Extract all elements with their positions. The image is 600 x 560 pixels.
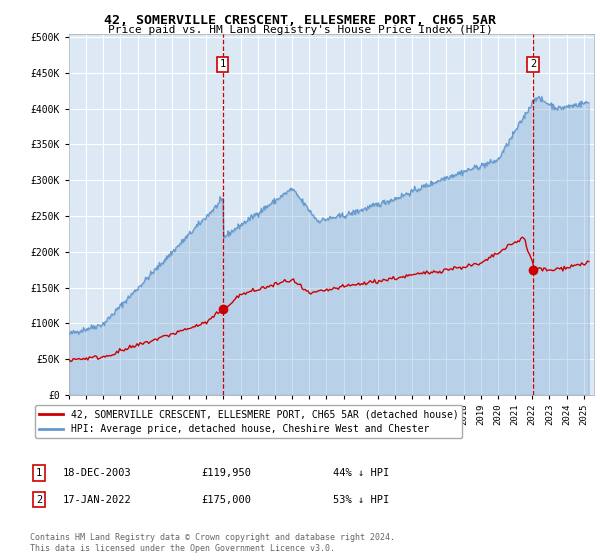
Text: Price paid vs. HM Land Registry's House Price Index (HPI): Price paid vs. HM Land Registry's House …: [107, 25, 493, 35]
Text: £119,950: £119,950: [201, 468, 251, 478]
Text: 2: 2: [36, 494, 42, 505]
Text: 17-JAN-2022: 17-JAN-2022: [63, 494, 132, 505]
Text: 44% ↓ HPI: 44% ↓ HPI: [333, 468, 389, 478]
Text: 1: 1: [220, 59, 226, 69]
Text: 42, SOMERVILLE CRESCENT, ELLESMERE PORT, CH65 5AR: 42, SOMERVILLE CRESCENT, ELLESMERE PORT,…: [104, 14, 496, 27]
Text: 53% ↓ HPI: 53% ↓ HPI: [333, 494, 389, 505]
Text: Contains HM Land Registry data © Crown copyright and database right 2024.
This d: Contains HM Land Registry data © Crown c…: [30, 533, 395, 553]
Text: 1: 1: [36, 468, 42, 478]
Text: 2: 2: [530, 59, 536, 69]
Text: 18-DEC-2003: 18-DEC-2003: [63, 468, 132, 478]
Legend: 42, SOMERVILLE CRESCENT, ELLESMERE PORT, CH65 5AR (detached house), HPI: Average: 42, SOMERVILLE CRESCENT, ELLESMERE PORT,…: [35, 405, 463, 438]
Text: £175,000: £175,000: [201, 494, 251, 505]
